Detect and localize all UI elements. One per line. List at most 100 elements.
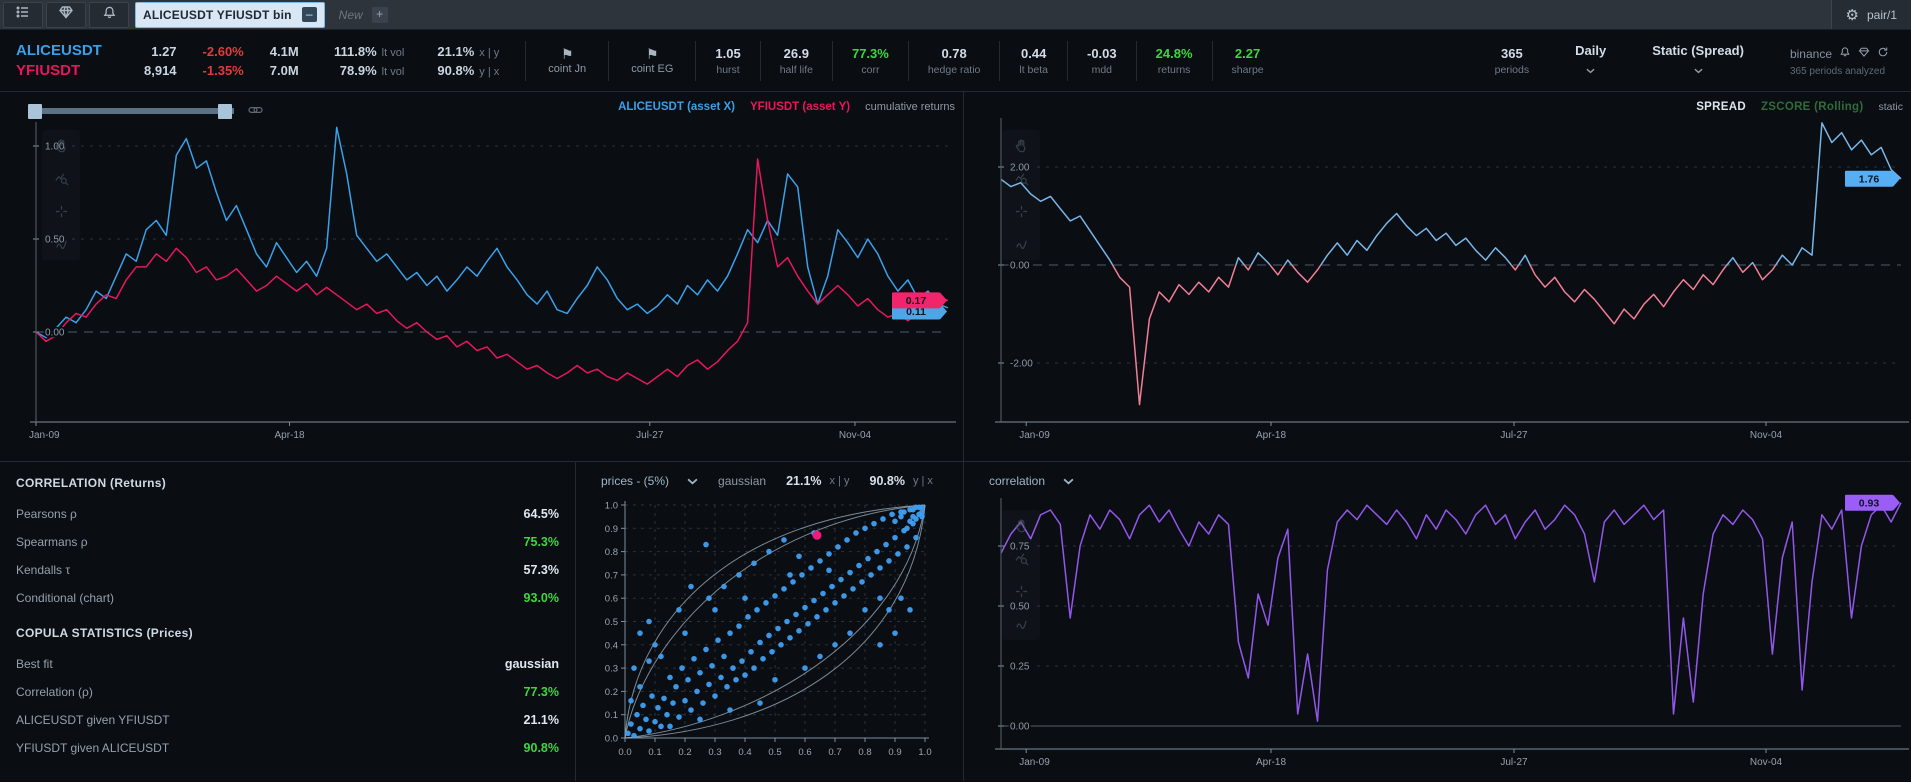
svg-text:Jul-27: Jul-27 (1500, 430, 1528, 441)
copula-source-dropdown[interactable]: prices - (5%) (601, 474, 698, 488)
pan-icon[interactable] (1014, 518, 1029, 533)
stat-row: Best fit gaussian (16, 650, 559, 678)
watchlist-button[interactable] (3, 1, 43, 28)
svg-text:0.00: 0.00 (1010, 722, 1030, 733)
asset-y-name: YFIUSDT (16, 62, 81, 79)
crosshair-icon[interactable] (1014, 204, 1029, 219)
svg-text:Nov-04: Nov-04 (1750, 430, 1783, 441)
slider-handle-left[interactable] (28, 104, 42, 119)
zoom-icon[interactable] (1014, 551, 1029, 566)
crosshair-icon[interactable] (54, 204, 69, 219)
copula-scatter-chart[interactable]: 0.00.0 0.1 0.1 0.2 0.2 0.3 0.3 0.4 0.4 0.5 0.5 0.6 0… (576, 462, 964, 782)
metric-label: mdd (1091, 63, 1113, 76)
svg-text:1.0: 1.0 (918, 747, 931, 758)
chart-toolbar (1002, 510, 1040, 640)
spread-chart[interactable]: Jan-09 Apr-18 Jul-27 Nov-04 2.00 0.00 -2.00 1.7… (964, 92, 1911, 461)
metric-value: 77.3% (851, 45, 889, 61)
svg-text:0.5: 0.5 (605, 617, 618, 628)
link-charts-button[interactable] (248, 103, 263, 122)
change-column: -2.60% -1.35% (203, 44, 244, 78)
settings-pair-button[interactable]: ⚙ pair/1 (1830, 0, 1911, 29)
stat-value: 21.1% (523, 713, 559, 727)
stat-row: Pearsons ρ 64.5% (16, 500, 559, 528)
svg-text:0.0: 0.0 (618, 747, 631, 758)
correlation-metric-dropdown[interactable]: correlation (989, 474, 1074, 488)
metric-half-life: 26.9 half life (759, 40, 832, 81)
pan-icon[interactable] (54, 138, 69, 153)
close-tab-button[interactable]: – (301, 7, 317, 22)
svg-text:Jan-09: Jan-09 (29, 430, 60, 441)
zoom-icon[interactable] (1014, 171, 1029, 186)
stat-value: 75.3% (523, 535, 559, 549)
chart-toolbar (42, 130, 80, 260)
svg-text:-2.00: -2.00 (1010, 359, 1033, 370)
svg-text:0.4: 0.4 (738, 747, 751, 758)
copula-section-title: COPULA STATISTICS (Prices) (16, 626, 193, 640)
alerts-button[interactable] (89, 1, 129, 28)
svg-text:1.00: 1.00 (45, 142, 65, 153)
exchange-block: binance 365 periods analyzed (1790, 45, 1889, 77)
periods-stat: 365 periods (1495, 46, 1529, 76)
bell-icon (102, 5, 117, 25)
zoom-icon[interactable] (54, 171, 69, 186)
mode-dropdown[interactable]: Static (Spread) (1652, 43, 1744, 79)
copula-rows: Best fit gaussian Correlation (ρ) 77.3% ALIC… (16, 650, 559, 762)
metric-value: 24.8% (1155, 45, 1193, 61)
svg-text:0.9: 0.9 (605, 524, 618, 535)
metric-returns: 24.8% returns (1135, 40, 1212, 81)
refresh-icon[interactable] (1877, 45, 1889, 63)
svg-text:0.75: 0.75 (1010, 542, 1030, 553)
static-toggle[interactable]: static (1878, 101, 1903, 113)
cond-xy-value: 21.1% (437, 43, 475, 59)
gem-icon[interactable] (1858, 45, 1870, 63)
metric-value: 0.78 (941, 45, 967, 61)
copula-source-value: prices - (5%) (601, 474, 670, 488)
frequency-dropdown[interactable]: Daily (1575, 43, 1606, 79)
svg-text:0.4: 0.4 (605, 640, 618, 651)
metric-mdd: -0.03 mdd (1067, 40, 1136, 81)
cumulative-returns-chart[interactable]: Jan-09 Apr-18 Jul-27 Nov-04 1.00 0.50 0.00 0.11… (0, 92, 963, 461)
slider-track[interactable] (28, 108, 234, 114)
crosshair-icon[interactable] (1014, 584, 1029, 599)
add-tab-button[interactable]: + (371, 6, 388, 23)
pair-mode-label: pair/1 (1866, 7, 1897, 22)
chart-toolbar (1002, 130, 1040, 260)
cond-yx-label: y | x (479, 65, 500, 78)
svg-text:0.0: 0.0 (605, 734, 618, 745)
metric-label: hurst (716, 63, 740, 76)
frequency-value: Daily (1575, 42, 1607, 58)
slider-handle-right[interactable] (218, 104, 232, 119)
flag-icon: ⚑ (560, 45, 574, 62)
copula-fit-label: gaussian (718, 474, 767, 488)
stat-row: Kendalls τ 57.3% (16, 556, 559, 584)
stat-value: 64.5% (523, 507, 559, 521)
legend-asset-x[interactable]: ALICEUSDT (asset X) (618, 101, 735, 113)
copula-xy-value: 21.1% (786, 474, 822, 488)
svg-text:Jul-27: Jul-27 (1500, 757, 1528, 768)
pair-tab[interactable]: ALICEUSDT YFIUSDT bin – (135, 1, 325, 28)
asset-x-volume: 4.1M (269, 43, 299, 59)
tab-spread[interactable]: SPREAD (1696, 101, 1746, 113)
draw-icon[interactable] (1014, 617, 1029, 632)
returns-legend: ALICEUSDT (asset X) YFIUSDT (asset Y) cu… (618, 101, 955, 113)
stat-row: YFIUSDT given ALICEUSDT 90.8% (16, 734, 559, 762)
svg-text:0.7: 0.7 (828, 747, 841, 758)
draw-icon[interactable] (1014, 237, 1029, 252)
bell-icon[interactable] (1839, 45, 1851, 63)
svg-text:0.2: 0.2 (605, 687, 618, 698)
chevron-down-icon (687, 478, 698, 484)
metric-value: 26.9 (783, 45, 809, 61)
premium-button[interactable] (46, 1, 86, 28)
pan-icon[interactable] (1014, 138, 1029, 153)
svg-text:0.7: 0.7 (605, 570, 618, 581)
rolling-correlation-chart[interactable]: Jan-09 Apr-18 Jul-27 Nov-04 0.75 0.50 0.25 0.00… (964, 462, 1911, 782)
pair-stats-bar: ALICEUSDT YFIUSDT 1.27 8,914 -2.60% -1.3… (0, 30, 1911, 92)
legend-asset-y[interactable]: YFIUSDT (asset Y) (750, 101, 851, 113)
date-range-slider[interactable] (28, 102, 258, 120)
draw-icon[interactable] (54, 237, 69, 252)
list-icon (15, 4, 31, 25)
stat-value: 93.0% (523, 591, 559, 605)
gear-icon: ⚙ (1845, 6, 1859, 24)
last-value-badge: 0.17 (892, 292, 947, 309)
tab-zscore[interactable]: ZSCORE (Rolling) (1760, 101, 1864, 113)
